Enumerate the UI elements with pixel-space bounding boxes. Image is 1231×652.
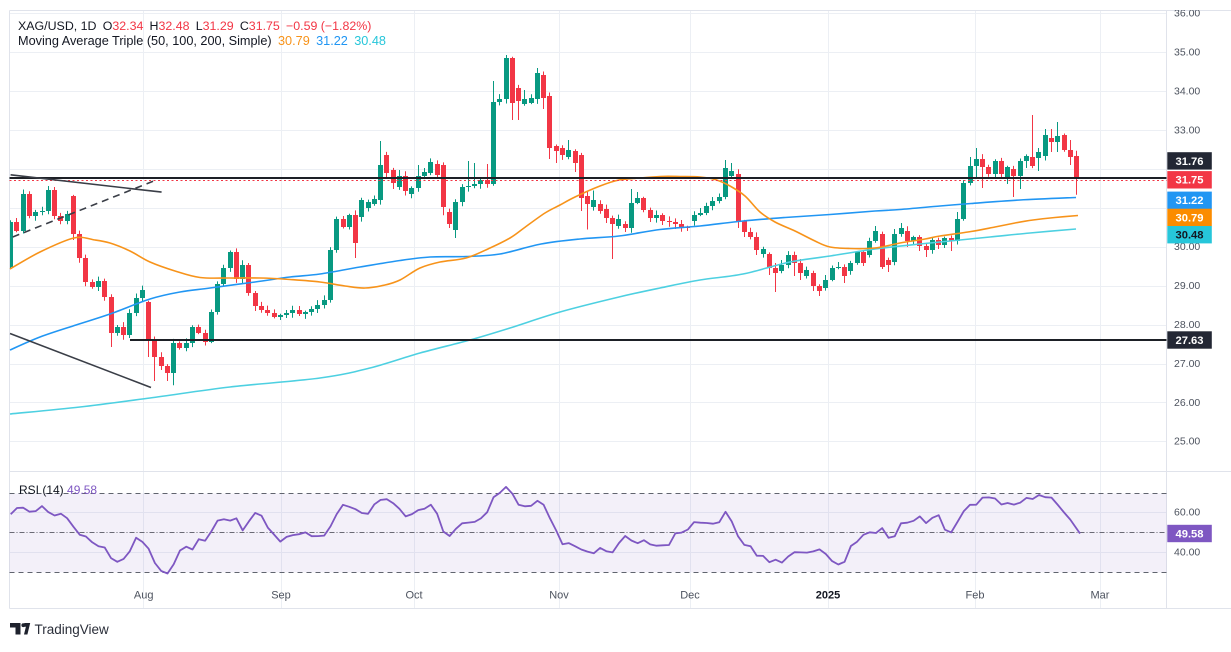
svg-text:31.76: 31.76 <box>1176 156 1204 168</box>
svg-text:33.00: 33.00 <box>1174 124 1200 136</box>
svg-text:30.00: 30.00 <box>1174 241 1200 253</box>
svg-text:31.22: 31.22 <box>1176 195 1204 207</box>
svg-text:31.75: 31.75 <box>1176 175 1204 187</box>
svg-text:29.00: 29.00 <box>1174 280 1200 292</box>
svg-text:RSI (14) 49.58: RSI (14) 49.58 <box>19 483 97 497</box>
svg-text:30.79: 30.79 <box>1176 212 1204 224</box>
svg-text:27.00: 27.00 <box>1174 358 1200 370</box>
svg-text:TradingView: TradingView <box>35 622 110 637</box>
svg-text:Aug: Aug <box>134 590 154 602</box>
svg-text:25.00: 25.00 <box>1174 436 1200 448</box>
svg-text:30.48: 30.48 <box>1176 230 1204 242</box>
svg-text:Mar: Mar <box>1091 590 1110 602</box>
svg-text:60.00: 60.00 <box>1174 507 1200 519</box>
svg-text:Nov: Nov <box>549 590 569 602</box>
svg-text:Oct: Oct <box>405 590 422 602</box>
svg-text:Moving Average Triple (50, 100: Moving Average Triple (50, 100, 200, Sim… <box>18 34 386 48</box>
svg-text:27.63: 27.63 <box>1176 335 1204 347</box>
svg-text:XAG/USD, 1D O32.34 H32.48 L31.: XAG/USD, 1D O32.34 H32.48 L31.29 C31.75 … <box>18 19 371 33</box>
svg-text:36.00: 36.00 <box>1174 8 1200 20</box>
svg-text:34.00: 34.00 <box>1174 85 1200 97</box>
svg-text:26.00: 26.00 <box>1174 397 1200 409</box>
svg-text:49.58: 49.58 <box>1176 528 1204 540</box>
svg-text:40.00: 40.00 <box>1174 546 1200 558</box>
svg-text:Dec: Dec <box>680 590 700 602</box>
svg-text:Feb: Feb <box>966 590 985 602</box>
svg-text:35.00: 35.00 <box>1174 47 1200 59</box>
svg-text:Sep: Sep <box>271 590 291 602</box>
svg-text:28.00: 28.00 <box>1174 319 1200 331</box>
svg-text:2025: 2025 <box>816 590 840 602</box>
